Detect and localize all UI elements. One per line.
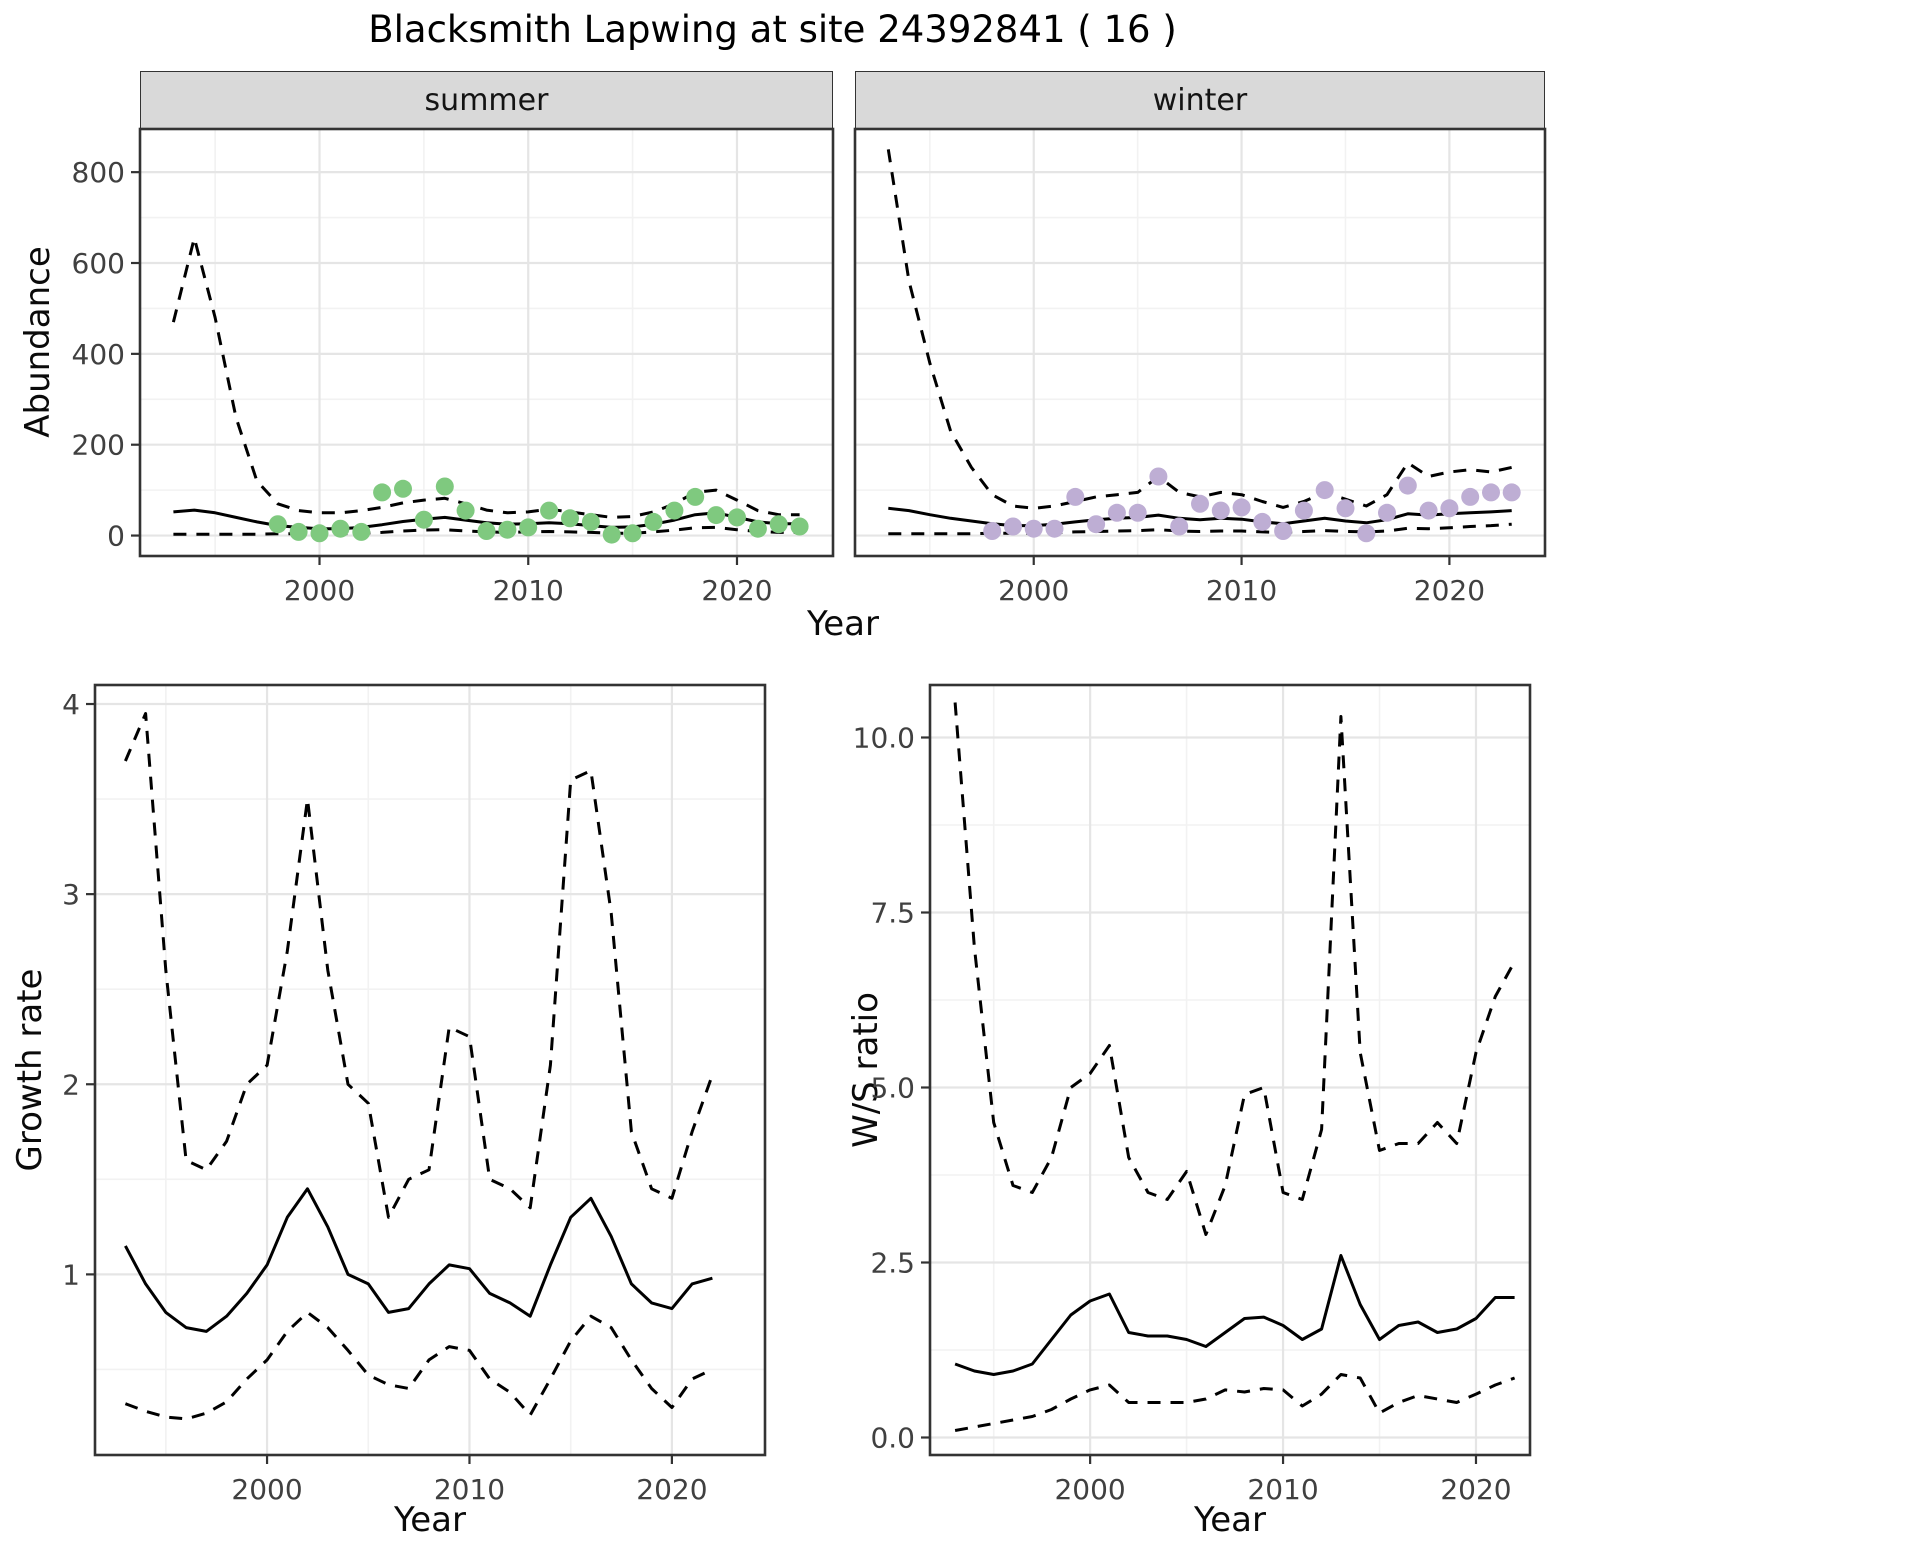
facet-label-winter: winter — [1152, 82, 1248, 118]
svg-text:2000: 2000 — [998, 574, 1069, 607]
facet-strip-winter: winter — [855, 71, 1545, 129]
svg-text:4: 4 — [62, 688, 80, 721]
svg-text:0: 0 — [107, 520, 125, 553]
svg-text:400: 400 — [72, 338, 125, 371]
svg-text:7.5: 7.5 — [870, 897, 915, 930]
svg-text:3: 3 — [62, 878, 80, 911]
svg-text:10.0: 10.0 — [853, 722, 915, 755]
facet-label-summer: summer — [424, 82, 549, 118]
svg-text:200: 200 — [72, 429, 125, 462]
chart-title: Blacksmith Lapwing at site 24392841 ( 16… — [368, 8, 1177, 51]
svg-text:5.0: 5.0 — [870, 1072, 915, 1105]
svg-text:2000: 2000 — [231, 1473, 302, 1506]
x-axis-label-growth-rate: Year — [394, 1500, 466, 1540]
svg-text:2020: 2020 — [636, 1473, 707, 1506]
svg-text:600: 600 — [72, 247, 125, 280]
svg-text:0.0: 0.0 — [870, 1422, 915, 1455]
svg-text:2000: 2000 — [1054, 1473, 1125, 1506]
svg-text:2020: 2020 — [1440, 1473, 1511, 1506]
svg-text:2010: 2010 — [493, 574, 564, 607]
svg-text:2010: 2010 — [1247, 1473, 1318, 1506]
svg-text:2010: 2010 — [434, 1473, 505, 1506]
svg-text:2020: 2020 — [701, 574, 772, 607]
x-axis-label-ws-ratio: Year — [1194, 1500, 1266, 1540]
x-axis-label-top: Year — [807, 604, 879, 644]
svg-text:2.5: 2.5 — [870, 1247, 915, 1280]
svg-text:2000: 2000 — [284, 574, 355, 607]
svg-text:2020: 2020 — [1414, 574, 1485, 607]
svg-text:800: 800 — [72, 156, 125, 189]
svg-text:2: 2 — [62, 1068, 80, 1101]
facet-strip-summer: summer — [140, 71, 833, 129]
svg-text:1: 1 — [62, 1258, 80, 1291]
svg-text:2010: 2010 — [1206, 574, 1277, 607]
